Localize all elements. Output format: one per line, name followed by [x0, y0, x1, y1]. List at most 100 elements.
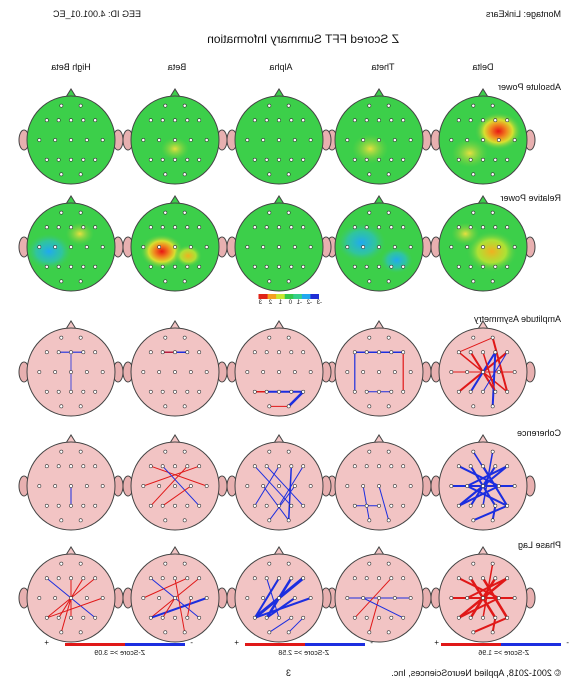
electrode-dot — [84, 370, 89, 374]
electrode-dot — [401, 615, 406, 620]
electrode-dot — [59, 279, 64, 284]
electrode-dot — [148, 118, 153, 123]
electrode-dot — [377, 389, 381, 394]
electrode-dot — [289, 389, 294, 394]
electrode-dot — [252, 157, 257, 162]
copyright-footer: © 2001-2018, Applied NeuroSciences, Inc. — [391, 668, 561, 678]
connection-line — [458, 485, 500, 507]
electrode-dot — [361, 245, 366, 249]
electrode-dot — [59, 210, 64, 215]
electrode-dot — [408, 245, 413, 249]
electrode-dot — [401, 503, 406, 508]
electrode-dot — [185, 503, 190, 508]
electrode-dot — [490, 172, 495, 177]
nose-shape — [65, 434, 77, 444]
colorbar-tick-label: 3 — [258, 300, 262, 306]
legend-1-text: Z-Score >= 1.96 — [478, 650, 529, 657]
connectivity-head — [326, 320, 432, 417]
electrode-dot — [377, 503, 381, 508]
electrode-dot — [69, 138, 73, 142]
electrode-dot — [148, 464, 153, 469]
electrode-dot — [148, 615, 153, 620]
electrode-dot — [364, 389, 369, 394]
electrode-dot — [377, 118, 381, 123]
electrode-dot — [157, 138, 162, 142]
electrode-dot — [261, 596, 266, 600]
electrode-dot — [468, 225, 473, 230]
colorbar-segment — [284, 294, 294, 299]
connectivity-head — [122, 320, 228, 417]
electrode-dot — [44, 615, 49, 620]
electrode-dot — [204, 370, 209, 374]
electrode-dot — [301, 264, 306, 269]
connection-line — [491, 352, 497, 407]
electrode-dot — [493, 118, 498, 123]
electrode-dot — [252, 615, 257, 620]
electrode-dot — [197, 576, 202, 581]
electrode-dot — [56, 615, 61, 620]
electrode-dot — [182, 210, 187, 215]
electrode-dot — [81, 118, 86, 123]
electrode-dot — [289, 157, 294, 162]
electrode-dot — [173, 138, 177, 142]
electrode-dot — [173, 350, 177, 355]
connection-line — [466, 465, 508, 487]
connection-line — [458, 597, 500, 619]
electrode-dot — [490, 335, 495, 340]
connectivity-head — [326, 546, 432, 643]
electrode-dot — [197, 615, 202, 620]
electrode-dot — [505, 225, 510, 230]
electrode-dot — [252, 503, 257, 508]
electrode-dot — [185, 615, 190, 620]
connection-line — [491, 617, 497, 633]
electrode-dot — [505, 464, 510, 469]
activity-blob — [451, 138, 488, 168]
electrode-dot — [493, 503, 498, 508]
electrode-dot — [386, 210, 391, 215]
connection-line — [287, 390, 305, 408]
electrode-dot — [59, 561, 64, 566]
connection-line — [266, 578, 280, 618]
electrode-dot — [69, 503, 73, 508]
electrode-dot — [377, 484, 381, 488]
connectivity-head — [430, 434, 536, 531]
connection-line — [362, 597, 404, 619]
electrode-dot — [56, 350, 61, 355]
electrode-dot — [185, 389, 190, 394]
colorbar-tick-label: -2 — [306, 300, 312, 306]
electrode-dot — [308, 138, 313, 142]
electrode-dot — [160, 615, 165, 620]
electrode-dot — [345, 484, 350, 488]
electrode-dot — [386, 103, 391, 108]
electrode-dot — [465, 370, 470, 374]
electrode-dot — [81, 389, 86, 394]
electrode-dot — [468, 615, 473, 620]
electrode-dot — [361, 484, 366, 488]
electrode-dot — [59, 172, 64, 177]
electrode-dot — [481, 350, 485, 355]
electrode-dot — [78, 518, 83, 523]
electrode-dot — [352, 350, 357, 355]
electrode-dot — [490, 518, 495, 523]
colorbar-segment — [292, 294, 302, 299]
colorbar-segment — [275, 294, 285, 299]
connection-line — [472, 451, 508, 507]
electrode-dot — [468, 350, 473, 355]
electrode-dot — [389, 225, 394, 230]
electrode-dot — [267, 335, 272, 340]
activity-blob — [161, 137, 189, 160]
electrode-dot — [345, 138, 350, 142]
electrode-dot — [264, 464, 269, 469]
electrode-dot — [481, 596, 485, 600]
electrode-dot — [78, 404, 83, 409]
electrode-dot — [185, 464, 190, 469]
electrode-dot — [301, 389, 306, 394]
electrode-dot — [496, 370, 501, 374]
nose-shape — [169, 195, 181, 205]
electrode-dot — [286, 518, 291, 523]
nose-shape — [169, 88, 181, 98]
electrode-dot — [182, 279, 187, 284]
electrode-dot — [493, 225, 498, 230]
electrode-dot — [173, 596, 177, 600]
connection-line — [491, 505, 497, 521]
